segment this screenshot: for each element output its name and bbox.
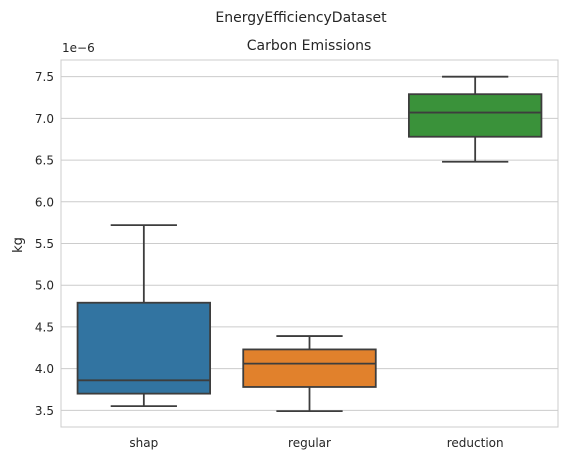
y-tick-label: 4.0 (35, 362, 54, 376)
y-tick-label: 6.5 (35, 154, 54, 168)
x-tick-label: shap (129, 436, 158, 450)
y-axis-offset-label: 1e−6 (62, 41, 95, 55)
box-reduction (409, 77, 542, 162)
chart-title: Carbon Emissions (247, 38, 371, 54)
y-tick-label: 4.5 (35, 320, 54, 334)
x-axis-ticks: shap regular reduction (129, 436, 503, 450)
y-tick-label: 5.5 (35, 237, 54, 251)
y-tick-label: 3.5 (35, 404, 54, 418)
y-axis-label: kg (11, 237, 26, 253)
y-tick-label: 5.0 (35, 279, 54, 293)
iqr-box (409, 94, 542, 137)
y-tick-label: 6.0 (35, 195, 54, 209)
y-tick-label: 7.5 (35, 70, 54, 84)
x-tick-label: reduction (447, 436, 504, 450)
x-tick-label: regular (288, 436, 331, 450)
y-axis-ticks: 3.5 4.0 4.5 5.0 5.5 6.0 6.5 7.0 7.5 (35, 70, 54, 418)
box-shap (78, 225, 211, 406)
y-tick-label: 7.0 (35, 112, 54, 126)
box-regular (243, 336, 376, 411)
figure-suptitle: EnergyEfficiencyDataset (215, 10, 387, 26)
iqr-box (243, 349, 376, 387)
